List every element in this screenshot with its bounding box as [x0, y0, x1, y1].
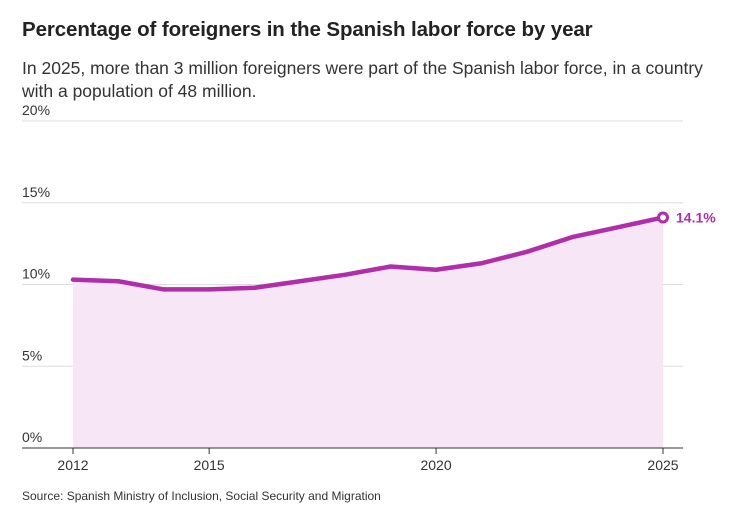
end-marker-group: 14.1%: [657, 209, 716, 225]
x-tick-label-2025: 2025: [647, 457, 678, 473]
y-axis-labels: 0% 5% 10% 15% 20%: [22, 102, 50, 445]
y-tick-label-20: 20%: [22, 102, 50, 118]
x-tick-label-2020: 2020: [420, 457, 451, 473]
area-chart: 0% 5% 10% 15% 20% 2012 2015 2020 2025 14.1%: [22, 102, 716, 473]
y-tick-label-10: 10%: [22, 266, 50, 282]
series-line: [70, 215, 666, 292]
area-fill: [73, 217, 663, 448]
x-tick-label-2015: 2015: [194, 457, 225, 473]
y-tick-label-15: 15%: [22, 184, 50, 200]
series-line-group: [70, 215, 666, 292]
x-tick-label-2012: 2012: [57, 457, 88, 473]
y-tick-label-5: 5%: [22, 347, 42, 363]
y-tick-label-0: 0%: [22, 429, 42, 445]
area-fill-group: [73, 217, 663, 448]
x-axis: 2012 2015 2020 2025: [22, 447, 683, 473]
end-value-label: 14.1%: [676, 209, 716, 225]
chart-subtitle: In 2025, more than 3 million foreigners …: [22, 58, 703, 101]
end-point-marker: [657, 211, 669, 224]
source-note: Source: Spanish Ministry of Inclusion, S…: [22, 489, 381, 503]
chart-title: Percentage of foreigners in the Spanish …: [22, 18, 593, 41]
